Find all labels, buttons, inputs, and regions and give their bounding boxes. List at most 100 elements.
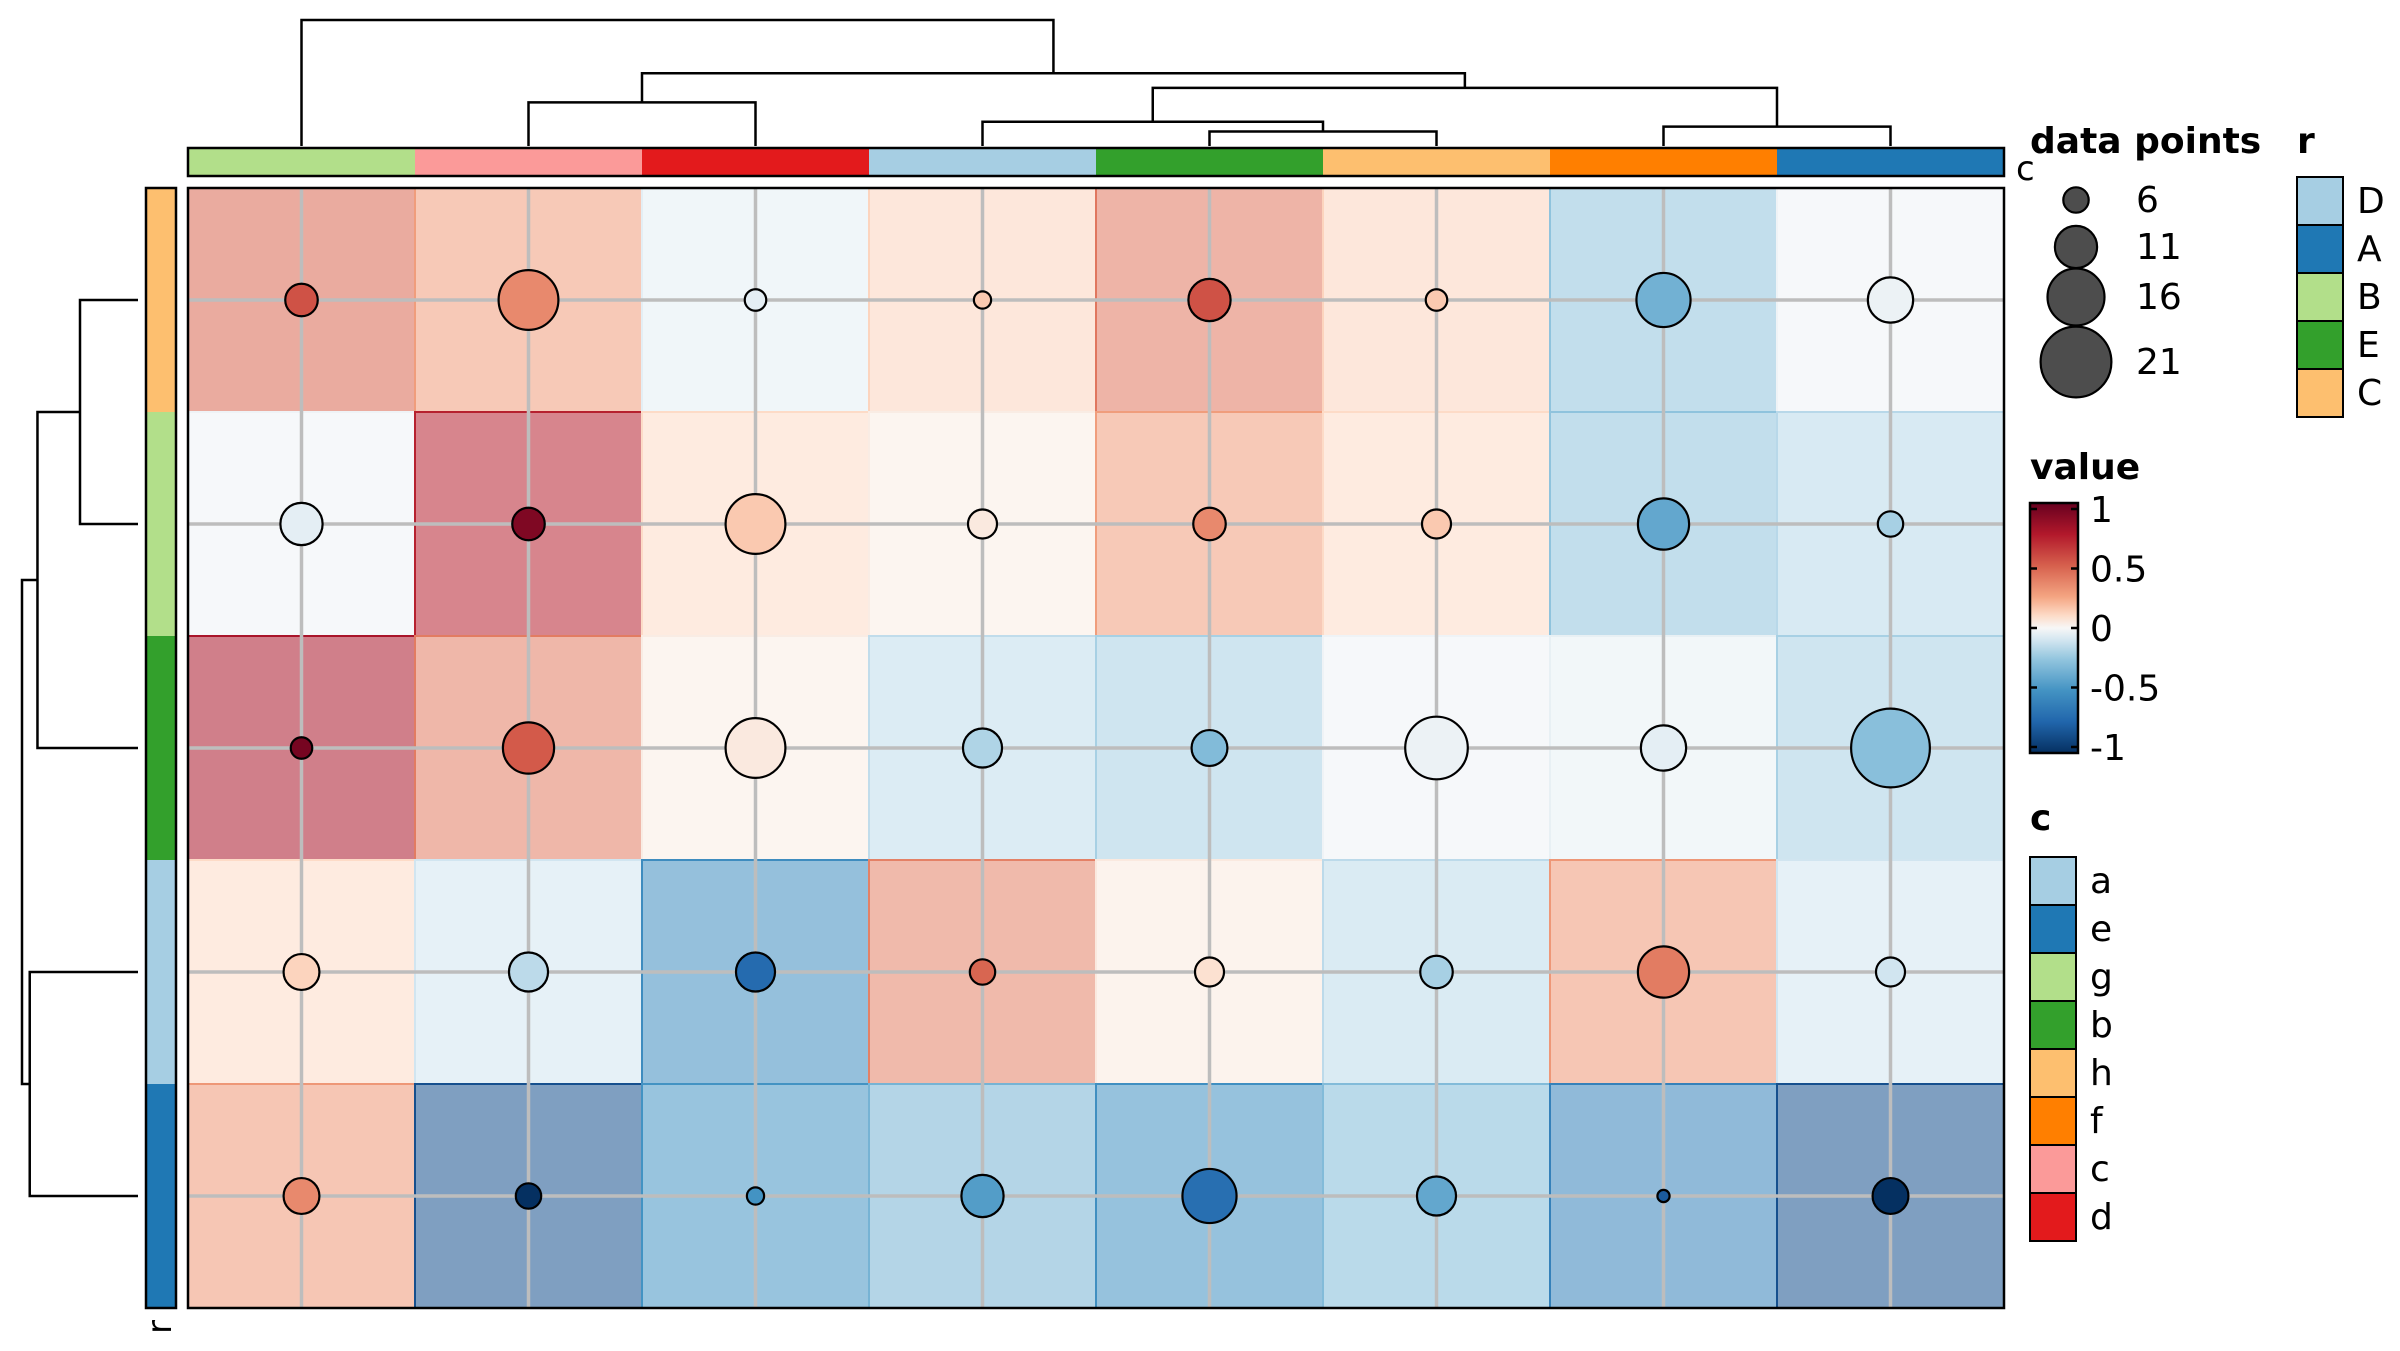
- legend-data-points: data points 6 11 16 21: [2030, 121, 2261, 399]
- legend-r-swatch: [2296, 272, 2344, 322]
- data-dot: [960, 1173, 1005, 1219]
- data-dot: [1193, 956, 1226, 988]
- data-dot: [282, 1176, 321, 1216]
- column-dendrogram: [300, 18, 1892, 146]
- data-dot: [1639, 724, 1688, 772]
- legend-c-label: g: [2090, 957, 2113, 998]
- row-dendrogram-branch: [28, 970, 138, 1198]
- row-dendrogram: [20, 298, 138, 1198]
- data-dot: [734, 951, 777, 993]
- column-annotation-border: [186, 146, 2006, 178]
- data-dot: [1874, 956, 1907, 988]
- legend-size-dot: [2062, 186, 2090, 214]
- data-dot: [1636, 497, 1691, 551]
- legend-value-tick-label: -1: [2090, 728, 2126, 769]
- data-dot: [1404, 715, 1469, 781]
- data-dot: [282, 952, 321, 992]
- column-dendrogram-branch: [300, 18, 1055, 146]
- column-annotation-name: c: [2016, 149, 2035, 189]
- legend-c-swatch: [2029, 952, 2077, 1002]
- row-annotation-cell: [146, 188, 176, 412]
- data-dot: [1187, 277, 1232, 323]
- column-annotation-cell: [415, 148, 642, 176]
- heatmap-border: [186, 186, 2006, 1310]
- legend-r-label: C: [2357, 373, 2382, 414]
- data-dot: [1192, 506, 1227, 542]
- column-dendrogram-branch: [981, 120, 1325, 146]
- legend-c-label: e: [2090, 909, 2112, 950]
- legend-size-label: 16: [2136, 277, 2182, 318]
- legend-value-tick-label: 1: [2090, 490, 2113, 531]
- data-dot: [1656, 1188, 1671, 1204]
- legend-r-title: r: [2297, 121, 2315, 162]
- row-annotation-cell: [146, 1084, 176, 1308]
- data-dot: [724, 492, 787, 556]
- column-dendrogram-branch: [527, 101, 757, 146]
- data-dot: [724, 716, 787, 780]
- column-annotation-cell: [1096, 148, 1323, 176]
- row-dendrogram-branch: [36, 410, 138, 750]
- legend-c-swatch: [2029, 1096, 2077, 1146]
- column-dendrogram-branch: [1208, 130, 1438, 146]
- legend-size-label: 21: [2136, 342, 2182, 383]
- legend-c-swatch: [2029, 856, 2077, 906]
- data-dot: [1635, 271, 1692, 329]
- data-dot: [1419, 954, 1454, 990]
- data-dot: [1181, 1167, 1238, 1225]
- data-dot: [497, 268, 560, 332]
- data-dot: [284, 282, 319, 318]
- column-dendrogram-branch: [1151, 86, 1779, 127]
- data-dot: [1424, 288, 1449, 312]
- legend-r-swatch: [2296, 320, 2344, 370]
- data-dot: [501, 721, 556, 775]
- legend-value-tick-label: -0.5: [2090, 669, 2160, 710]
- legend-c-swatch: [2029, 1144, 2077, 1194]
- legend-r-label: E: [2357, 325, 2380, 366]
- row-annotation-cell: [146, 860, 176, 1084]
- data-dot: [1871, 1176, 1910, 1216]
- column-annotation-cell: [1323, 148, 1550, 176]
- column-dendrogram-branch: [1662, 125, 1892, 146]
- legend-size-dot: [2053, 224, 2099, 270]
- row-annotation-cell: [146, 636, 176, 860]
- data-dot: [511, 506, 546, 542]
- heatmap-dots: [279, 268, 1931, 1225]
- data-dot: [1420, 508, 1453, 540]
- data-dot: [972, 290, 993, 310]
- row-annotation-bar: [144, 186, 178, 1310]
- column-annotation-cell: [188, 148, 415, 176]
- data-dot: [1415, 1175, 1458, 1217]
- legend-r-label: D: [2357, 181, 2385, 222]
- legend-c-label: b: [2090, 1005, 2113, 1046]
- column-annotation-cell: [1550, 148, 1777, 176]
- column-dendrogram-branch: [640, 72, 1467, 103]
- row-annotation-cell: [146, 412, 176, 636]
- column-annotation-cell: [869, 148, 1096, 176]
- column-annotation-cell: [642, 148, 869, 176]
- row-annotation-border: [144, 186, 178, 1310]
- legend-value-colorbar: [2028, 501, 2080, 755]
- data-dot: [507, 951, 550, 993]
- legend-value-tick-label: 0.5: [2090, 550, 2147, 591]
- legend-c-label: a: [2090, 861, 2112, 902]
- legend-c-label: d: [2090, 1197, 2113, 1238]
- legend-c-swatch: [2029, 1048, 2077, 1098]
- legend-r-swatch: [2296, 368, 2344, 418]
- data-dot: [279, 501, 324, 547]
- data-dot: [289, 736, 314, 760]
- data-dot: [743, 288, 768, 312]
- row-dendrogram-branch: [20, 578, 38, 1086]
- legend-data-points-title: data points: [2030, 121, 2261, 162]
- legend-c-label: c: [2090, 1149, 2110, 1190]
- data-dot: [961, 727, 1004, 769]
- legend-r-swatch: [2296, 224, 2344, 274]
- legend-size-dot: [2039, 325, 2113, 399]
- legend-size-label: 11: [2136, 227, 2182, 268]
- data-dot: [1190, 728, 1229, 768]
- legend-c-swatch: [2029, 1192, 2077, 1242]
- data-dot: [745, 1186, 766, 1206]
- legend-value-tick-label: 0: [2090, 609, 2113, 650]
- data-dot: [966, 508, 999, 540]
